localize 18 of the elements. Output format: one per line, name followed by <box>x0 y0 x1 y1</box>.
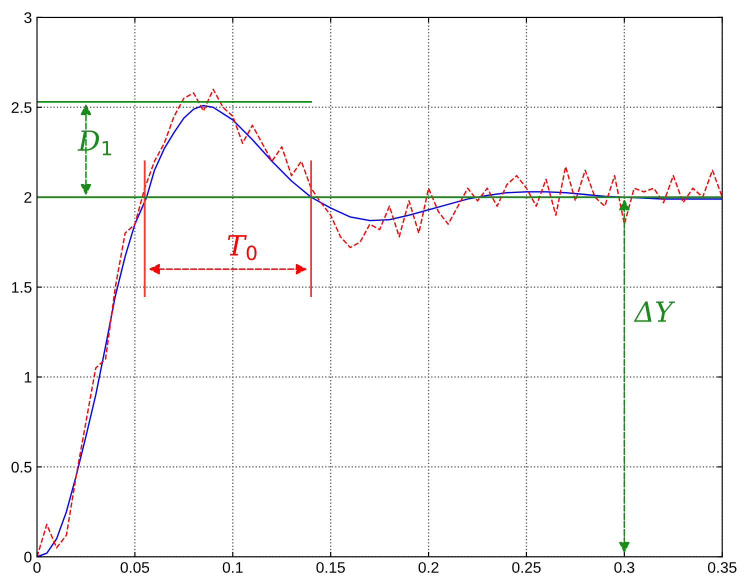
x-tick-label: 0.15 <box>316 562 345 573</box>
annotation: D$_{1}$ <box>78 130 112 156</box>
y-tick-label: 2.5 <box>12 102 32 113</box>
y-tick-label: 2 <box>24 192 32 203</box>
x-tick-label: 0 <box>33 562 41 573</box>
y-tick-label: 3 <box>24 12 32 24</box>
y-tick-label: 1.5 <box>12 282 32 293</box>
y-tick-label: 0.5 <box>12 462 32 473</box>
x-tick-label: 0.25 <box>512 562 541 573</box>
y-tick-label: 1 <box>24 372 32 383</box>
annotation: ΔY <box>634 301 676 322</box>
x-tick-label: 0.2 <box>418 562 438 573</box>
x-tick-label: 0.1 <box>222 562 243 573</box>
x-tick-label: 0.05 <box>120 562 150 573</box>
annotation: T$_{0}$ <box>228 235 256 260</box>
y-tick-label: 0 <box>24 552 32 562</box>
x-tick-label: 0.35 <box>708 562 736 573</box>
x-tick-label: 0.3 <box>614 562 634 573</box>
